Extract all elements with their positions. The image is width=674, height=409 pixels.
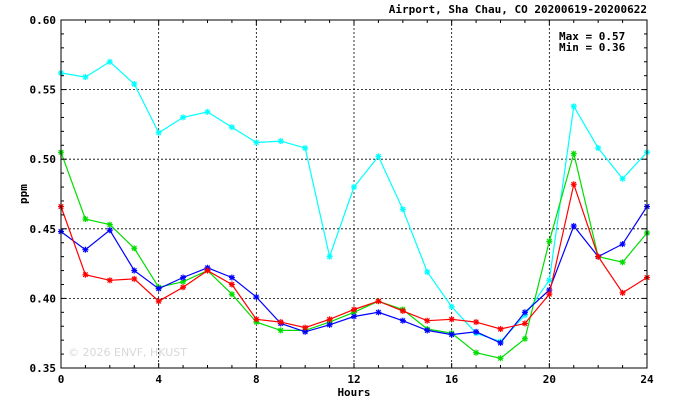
data-point (180, 278, 187, 285)
data-point (204, 108, 211, 115)
data-point (155, 298, 162, 305)
data-point (375, 153, 382, 160)
data-point (595, 145, 602, 152)
data-point (277, 327, 284, 334)
data-point (155, 285, 162, 292)
data-point (302, 324, 309, 331)
y-tick-label: 0.35 (30, 362, 57, 375)
data-point (228, 291, 235, 298)
data-point (253, 294, 260, 301)
data-point (448, 316, 455, 323)
data-point (277, 319, 284, 326)
data-point (521, 320, 528, 327)
data-point (570, 181, 577, 188)
data-point (180, 274, 187, 281)
y-tick-label: 0.55 (30, 84, 57, 97)
x-tick-label: 24 (640, 373, 654, 386)
data-point (497, 339, 504, 346)
data-point (155, 129, 162, 136)
data-point (106, 221, 113, 228)
data-point (351, 184, 357, 191)
data-point (228, 281, 235, 288)
data-point (326, 321, 333, 328)
data-point (570, 103, 577, 110)
data-point (131, 81, 138, 88)
chart-title: Airport, Sha Chau, CO 20200619-20200622 (389, 3, 647, 16)
x-tick-label: 20 (543, 373, 556, 386)
data-point (106, 277, 113, 284)
data-point (302, 145, 309, 152)
x-tick-label: 16 (445, 373, 459, 386)
data-point (228, 274, 235, 281)
data-point (424, 317, 431, 324)
data-point (570, 150, 577, 157)
data-point (131, 267, 138, 274)
data-point (106, 58, 113, 65)
data-point (82, 74, 89, 81)
data-point (521, 309, 528, 316)
data-point (82, 216, 89, 223)
y-tick-label: 0.50 (30, 153, 57, 166)
axis-ticks: 0 4 8 12 16 20 24 0.35 0.40 0.45 0.50 0.55 0.60 (30, 14, 654, 386)
data-point (424, 268, 431, 275)
data-point (448, 303, 455, 310)
y-tick-label: 0.45 (30, 223, 57, 236)
data-point (619, 259, 626, 266)
x-axis-title: Hours (337, 386, 370, 399)
data-point (473, 328, 480, 335)
data-point (595, 253, 602, 260)
data-point (399, 317, 406, 324)
data-point (180, 114, 187, 121)
data-point (106, 227, 113, 234)
data-point (570, 223, 577, 230)
y-tick-label: 0.60 (30, 14, 57, 27)
data-point (399, 206, 406, 213)
data-point (253, 316, 260, 323)
data-point (228, 124, 235, 131)
data-point (546, 291, 553, 298)
data-point (131, 275, 138, 282)
data-point (82, 246, 89, 253)
data-point (326, 316, 333, 323)
watermark: © 2026 ENVF, HKUST (68, 346, 187, 359)
x-tick-label: 12 (347, 373, 360, 386)
data-point (546, 277, 553, 284)
data-point (399, 307, 406, 314)
data-point (131, 245, 138, 252)
data-point (375, 298, 382, 305)
y-tick-label: 0.40 (30, 292, 57, 305)
data-point (277, 138, 284, 145)
data-point (326, 253, 333, 260)
x-tick-label: 4 (155, 373, 162, 386)
data-point (473, 349, 480, 356)
data-point (448, 331, 455, 338)
min-annotation: Min = 0.36 (559, 41, 626, 54)
data-point (521, 335, 528, 342)
max-annotation: Max = 0.57 (559, 30, 625, 43)
data-point (546, 238, 553, 245)
data-point (619, 175, 626, 182)
data-point (82, 271, 89, 278)
data-point (351, 306, 357, 313)
data-point (180, 284, 187, 291)
x-tick-label: 8 (253, 373, 260, 386)
y-axis-title: ppm (17, 184, 30, 204)
data-point (351, 313, 357, 320)
data-point (497, 355, 504, 362)
data-point (497, 326, 504, 333)
x-tick-label: 0 (58, 373, 65, 386)
grid-lines (61, 20, 647, 368)
data-point (473, 319, 480, 326)
data-point (619, 289, 626, 296)
data-point (424, 327, 431, 334)
data-point (204, 267, 211, 274)
data-point (253, 139, 260, 146)
data-point (375, 309, 382, 316)
data-point (619, 241, 626, 248)
